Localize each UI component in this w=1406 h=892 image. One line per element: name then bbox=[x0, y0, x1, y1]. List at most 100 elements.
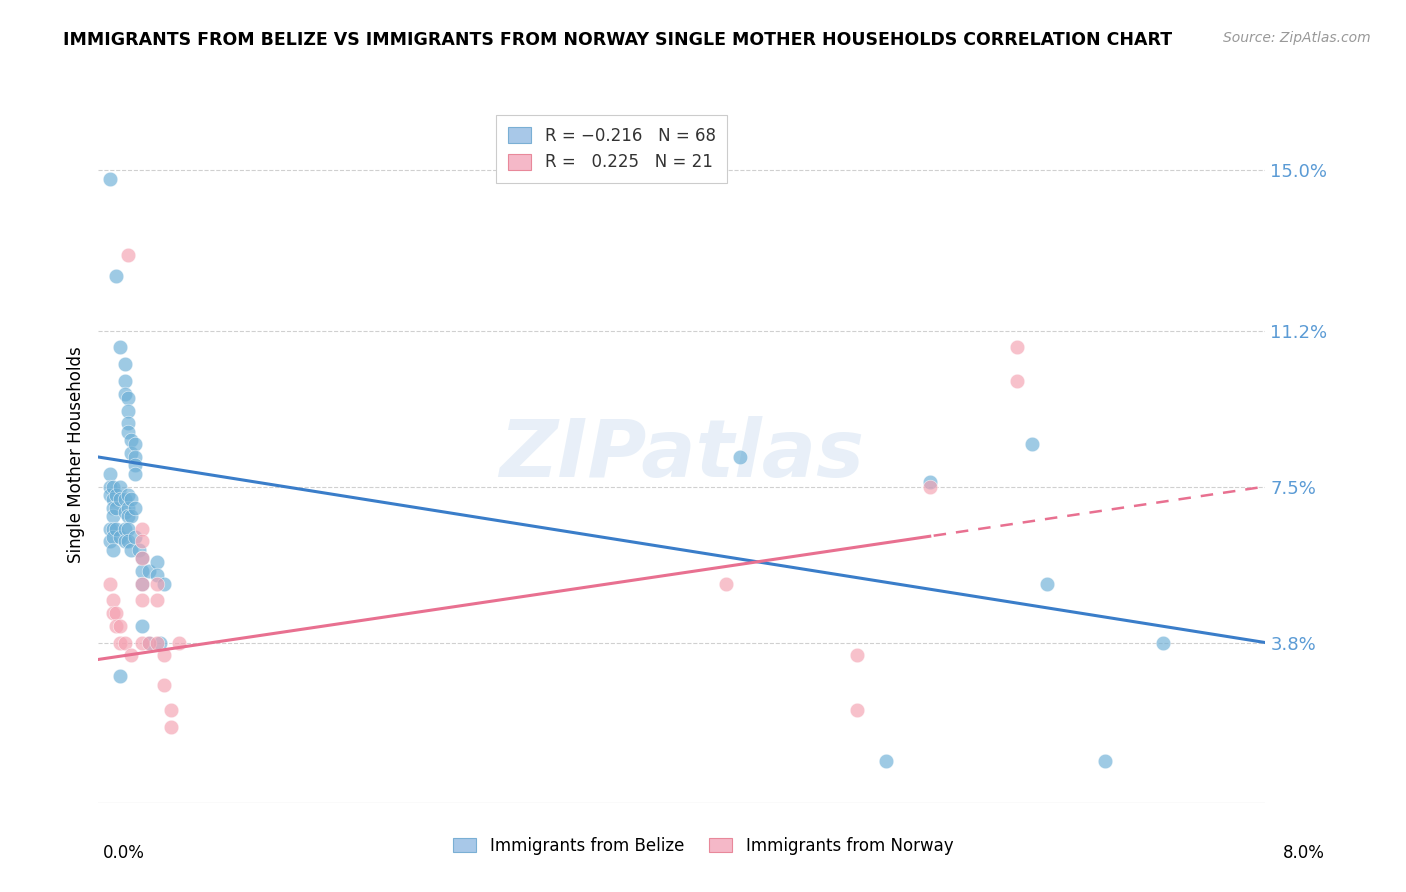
Point bbox=[110, 618, 132, 632]
Point bbox=[138, 635, 160, 649]
Point bbox=[1152, 635, 1174, 649]
Point bbox=[146, 556, 169, 570]
Point bbox=[98, 479, 121, 493]
Point bbox=[101, 500, 124, 515]
Point bbox=[101, 509, 124, 524]
Point bbox=[110, 530, 132, 544]
Point bbox=[138, 564, 160, 578]
Point bbox=[117, 391, 139, 405]
Point bbox=[104, 488, 127, 502]
Text: IMMIGRANTS FROM BELIZE VS IMMIGRANTS FROM NORWAY SINGLE MOTHER HOUSEHOLDS CORREL: IMMIGRANTS FROM BELIZE VS IMMIGRANTS FRO… bbox=[63, 31, 1173, 49]
Point bbox=[1094, 754, 1116, 768]
Point bbox=[146, 593, 169, 607]
Point bbox=[138, 635, 160, 649]
Point bbox=[98, 171, 121, 186]
Point bbox=[110, 340, 132, 354]
Text: Source: ZipAtlas.com: Source: ZipAtlas.com bbox=[1223, 31, 1371, 45]
Point bbox=[1007, 340, 1029, 354]
Point bbox=[101, 492, 124, 507]
Legend: Immigrants from Belize, Immigrants from Norway: Immigrants from Belize, Immigrants from … bbox=[446, 830, 960, 862]
Point bbox=[146, 568, 169, 582]
Point bbox=[918, 475, 941, 490]
Point bbox=[153, 576, 176, 591]
Point bbox=[114, 522, 136, 536]
Point bbox=[124, 458, 146, 473]
Point bbox=[120, 433, 142, 447]
Point bbox=[730, 450, 752, 464]
Point bbox=[117, 488, 139, 502]
Point bbox=[714, 576, 737, 591]
Point bbox=[114, 635, 136, 649]
Point bbox=[114, 505, 136, 519]
Point bbox=[98, 467, 121, 481]
Legend: R = −0.216   N = 68, R =   0.225   N = 21: R = −0.216 N = 68, R = 0.225 N = 21 bbox=[496, 115, 727, 183]
Point bbox=[104, 522, 127, 536]
Point bbox=[101, 606, 124, 620]
Point bbox=[104, 618, 127, 632]
Point bbox=[131, 564, 153, 578]
Point bbox=[153, 678, 176, 692]
Point bbox=[117, 247, 139, 261]
Point bbox=[117, 509, 139, 524]
Point bbox=[98, 488, 121, 502]
Point bbox=[120, 542, 142, 557]
Point bbox=[146, 635, 169, 649]
Point bbox=[1007, 374, 1029, 388]
Point bbox=[128, 542, 150, 557]
Point bbox=[98, 576, 121, 591]
Point bbox=[114, 374, 136, 388]
Point bbox=[110, 492, 132, 507]
Point bbox=[104, 606, 127, 620]
Point bbox=[114, 357, 136, 371]
Point bbox=[117, 522, 139, 536]
Point bbox=[845, 648, 868, 663]
Point bbox=[131, 522, 153, 536]
Point bbox=[160, 720, 183, 734]
Point bbox=[153, 648, 176, 663]
Point bbox=[131, 534, 153, 549]
Point bbox=[131, 618, 153, 632]
Y-axis label: Single Mother Households: Single Mother Households bbox=[67, 347, 86, 563]
Point bbox=[120, 509, 142, 524]
Point bbox=[131, 551, 153, 566]
Point bbox=[131, 593, 153, 607]
Point bbox=[104, 268, 127, 283]
Point bbox=[131, 551, 153, 566]
Point bbox=[124, 530, 146, 544]
Point bbox=[124, 500, 146, 515]
Point bbox=[114, 386, 136, 401]
Point bbox=[117, 425, 139, 439]
Point bbox=[98, 522, 121, 536]
Point bbox=[101, 542, 124, 557]
Point bbox=[101, 479, 124, 493]
Point bbox=[149, 635, 172, 649]
Point bbox=[131, 576, 153, 591]
Point bbox=[117, 417, 139, 431]
Point bbox=[160, 703, 183, 717]
Point bbox=[1035, 576, 1057, 591]
Point bbox=[104, 500, 127, 515]
Point bbox=[114, 492, 136, 507]
Text: ZIPatlas: ZIPatlas bbox=[499, 416, 865, 494]
Point bbox=[110, 479, 132, 493]
Point bbox=[918, 479, 941, 493]
Point bbox=[124, 467, 146, 481]
Point bbox=[124, 437, 146, 451]
Point bbox=[117, 403, 139, 417]
Point bbox=[101, 593, 124, 607]
Point bbox=[101, 522, 124, 536]
Point bbox=[845, 703, 868, 717]
Point bbox=[114, 534, 136, 549]
Point bbox=[875, 754, 897, 768]
Point bbox=[124, 450, 146, 464]
Point bbox=[120, 446, 142, 460]
Point bbox=[110, 669, 132, 683]
Point bbox=[131, 576, 153, 591]
Point bbox=[117, 500, 139, 515]
Point bbox=[1021, 437, 1043, 451]
Point bbox=[98, 534, 121, 549]
Text: 8.0%: 8.0% bbox=[1282, 844, 1324, 862]
Point bbox=[146, 576, 169, 591]
Text: 0.0%: 0.0% bbox=[103, 844, 145, 862]
Point bbox=[120, 648, 142, 663]
